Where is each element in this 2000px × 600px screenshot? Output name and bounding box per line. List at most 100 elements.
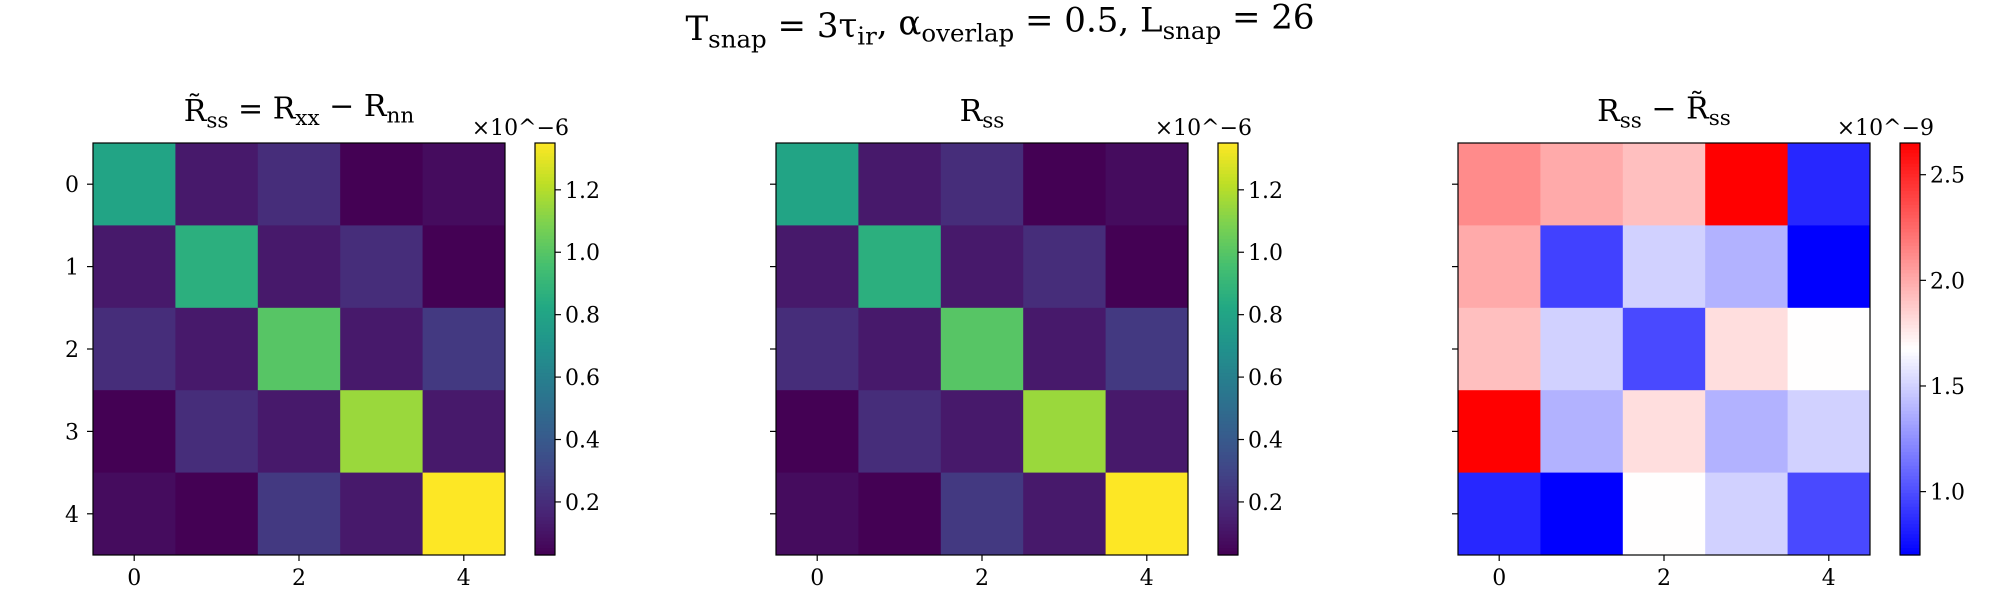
cell-r0-c4 (1105, 143, 1189, 226)
colorbar-segment (1218, 194, 1238, 199)
colorbar-segment (1218, 366, 1238, 371)
colorbar-segment (1900, 235, 1920, 240)
colorbar-segment (535, 476, 555, 481)
cell-r0-c4 (422, 143, 506, 226)
colorbar-segment (1900, 228, 1920, 233)
cell-r1-c0 (776, 225, 859, 309)
colorbar-segment (535, 225, 555, 230)
colorbar-segment (1900, 431, 1920, 436)
colorbar-segment (535, 376, 555, 381)
cell-r0-c0 (776, 143, 859, 226)
colorbar-segment (535, 256, 555, 261)
colorbar-tick-label: 0.2 (565, 491, 600, 516)
colorbar-segment (1900, 362, 1920, 367)
colorbar-multiplier: ×10^−9 (1837, 116, 1934, 141)
colorbar-segment (1900, 225, 1920, 230)
colorbar-segment (535, 458, 555, 463)
colorbar-segment (535, 400, 555, 405)
colorbar-segment (1218, 513, 1238, 518)
colorbar-tick-label: 1.0 (565, 241, 600, 266)
colorbar-segment (1218, 527, 1238, 532)
cell-r4-c4 (422, 472, 506, 556)
colorbar-segment (535, 311, 555, 316)
colorbar-segment (1900, 462, 1920, 467)
colorbar-segment (1218, 191, 1238, 196)
colorbar-segment (1900, 187, 1920, 192)
cell-r4-c0 (93, 472, 176, 556)
cell-r2-c0 (776, 307, 859, 391)
cell-r4-c0 (1458, 472, 1541, 556)
colorbar-segment (1218, 496, 1238, 501)
colorbar-segment (1218, 489, 1238, 494)
heatmap-panel-2: Rss​ 0 2 4 0.2 0.4 0.6 0.8 1.0 1.2 ×10^−6 (770, 94, 1283, 591)
colorbar-segment (535, 246, 555, 251)
cell-r4-c4 (1105, 472, 1189, 556)
colorbar-segment (535, 324, 555, 329)
colorbar-segment (1900, 513, 1920, 518)
colorbar-segment (535, 266, 555, 271)
cell-r2-c4 (422, 307, 506, 391)
colorbar-segment (1218, 201, 1238, 206)
colorbar-segment (535, 479, 555, 484)
colorbar-segment (535, 280, 555, 285)
colorbar-segment (1218, 307, 1238, 312)
colorbar-segment (1900, 465, 1920, 470)
colorbar-segment (535, 218, 555, 223)
colorbar-segment (1900, 349, 1920, 354)
colorbar-tick-label: 0.4 (1248, 429, 1283, 454)
colorbar-segment (1218, 551, 1238, 556)
colorbar-segment (1900, 204, 1920, 209)
colorbar-segment (1218, 143, 1238, 148)
cell-r1-c3 (1705, 225, 1789, 309)
colorbar-segment (535, 297, 555, 302)
colorbar-segment (535, 321, 555, 326)
colorbar-segment (535, 143, 555, 148)
colorbar-segment (1218, 373, 1238, 378)
cell-r2-c2 (257, 307, 341, 391)
colorbar-segment (1218, 400, 1238, 405)
colorbar-segment (1900, 318, 1920, 323)
colorbar-segment (1218, 362, 1238, 367)
colorbar-segment (1900, 311, 1920, 316)
colorbar-segment (1900, 373, 1920, 378)
cell-r0-c0 (93, 143, 176, 226)
colorbar-segment (535, 300, 555, 305)
colorbar-segment (1900, 366, 1920, 371)
y-tick-label: 2 (65, 338, 79, 363)
colorbar-segment (535, 427, 555, 432)
colorbar-segment (535, 228, 555, 233)
colorbar-segment (1900, 335, 1920, 340)
colorbar-segment (1900, 427, 1920, 432)
colorbar-segment (535, 397, 555, 402)
colorbar-tick-label: 1.0 (1248, 241, 1283, 266)
colorbar-segment (1218, 215, 1238, 220)
colorbar-segment (535, 448, 555, 453)
colorbar-segment (535, 493, 555, 498)
colorbar-segment (535, 304, 555, 309)
colorbar-segment (535, 541, 555, 546)
cell-r0-c4 (1787, 143, 1871, 226)
colorbar-segment (1900, 530, 1920, 535)
colorbar-segment (1900, 197, 1920, 202)
colorbar-segment (1218, 204, 1238, 209)
x-tick-label: 4 (1140, 566, 1154, 591)
colorbar-segment (1900, 458, 1920, 463)
colorbar-segment (1218, 379, 1238, 384)
colorbar-segment (1900, 376, 1920, 381)
colorbar-segment (1218, 548, 1238, 553)
colorbar-segment (535, 177, 555, 182)
colorbar-segment (535, 167, 555, 172)
colorbar-segment (1218, 276, 1238, 281)
x-tick-label: 0 (127, 566, 141, 591)
cell-r3-c2 (1622, 390, 1706, 474)
colorbar-segment (1900, 283, 1920, 288)
colorbar-segment (1218, 410, 1238, 415)
cell-r3-c4 (422, 390, 506, 474)
colorbar-segment (1900, 438, 1920, 443)
cell-r2-c1 (858, 307, 942, 391)
colorbar-segment (535, 544, 555, 549)
colorbar-segment (1900, 452, 1920, 457)
cell-r4-c0 (776, 472, 859, 556)
colorbar-segment (1900, 331, 1920, 336)
colorbar-segment (1900, 256, 1920, 261)
